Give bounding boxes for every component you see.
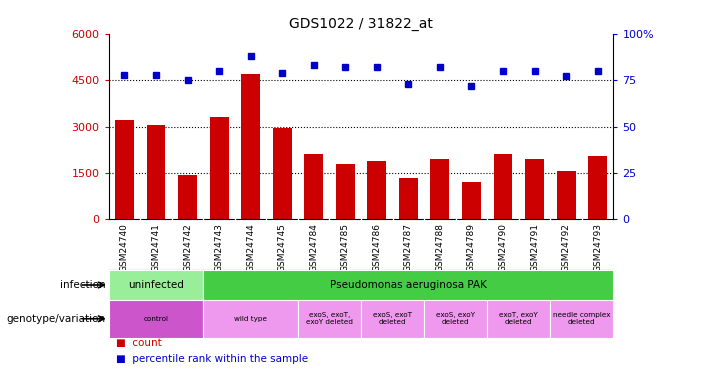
Text: needle complex
deleted: needle complex deleted (553, 312, 611, 325)
Bar (487, 300, 550, 338)
Text: wild type: wild type (234, 316, 267, 322)
Bar (210, 117, 229, 219)
Text: GSM24740: GSM24740 (120, 224, 129, 272)
Text: exoS, exoT,
exoY deleted: exoS, exoT, exoY deleted (306, 312, 353, 325)
Text: exoS, exoY
deleted: exoS, exoY deleted (436, 312, 475, 325)
Bar (494, 154, 512, 219)
Text: GSM24742: GSM24742 (183, 224, 192, 272)
Text: GSM24789: GSM24789 (467, 224, 476, 272)
Text: GSM24788: GSM24788 (435, 224, 444, 272)
Text: GSM24784: GSM24784 (309, 224, 318, 272)
Bar (588, 156, 607, 219)
Text: ■  count: ■ count (116, 338, 161, 348)
Text: exoT, exoY
deleted: exoT, exoY deleted (499, 312, 538, 325)
Bar (525, 159, 544, 219)
Text: GSM24786: GSM24786 (372, 224, 381, 272)
Bar (336, 164, 355, 219)
Bar (109, 270, 203, 300)
Text: GSM24792: GSM24792 (562, 224, 571, 272)
Text: uninfected: uninfected (128, 280, 184, 290)
Text: GSM24793: GSM24793 (593, 224, 602, 272)
Bar (361, 300, 424, 338)
Text: genotype/variation: genotype/variation (6, 314, 105, 324)
Text: control: control (144, 316, 168, 322)
Bar (399, 178, 418, 219)
Text: Pseudomonas aeruginosa PAK: Pseudomonas aeruginosa PAK (330, 280, 486, 290)
Bar (178, 174, 197, 219)
Bar (550, 300, 613, 338)
Text: ■  percentile rank within the sample: ■ percentile rank within the sample (116, 354, 308, 364)
Bar (273, 128, 292, 219)
Bar (203, 270, 613, 300)
Bar (298, 300, 361, 338)
Bar (430, 159, 449, 219)
Bar (203, 300, 298, 338)
Text: GSM24785: GSM24785 (341, 224, 350, 272)
Bar (367, 160, 386, 219)
Bar (304, 154, 323, 219)
Bar (241, 74, 260, 219)
Text: infection: infection (60, 280, 105, 290)
Bar (109, 300, 203, 338)
Title: GDS1022 / 31822_at: GDS1022 / 31822_at (289, 17, 433, 32)
Bar (424, 300, 487, 338)
Text: GSM24790: GSM24790 (498, 224, 508, 272)
Text: GSM24745: GSM24745 (278, 224, 287, 272)
Bar (147, 125, 165, 219)
Text: exoS, exoT
deleted: exoS, exoT deleted (373, 312, 412, 325)
Bar (462, 182, 481, 219)
Text: GSM24791: GSM24791 (530, 224, 539, 272)
Text: GSM24743: GSM24743 (215, 224, 224, 272)
Text: GSM24741: GSM24741 (151, 224, 161, 272)
Bar (557, 171, 576, 219)
Text: GSM24787: GSM24787 (404, 224, 413, 272)
Bar (115, 120, 134, 219)
Text: GSM24744: GSM24744 (246, 224, 255, 272)
